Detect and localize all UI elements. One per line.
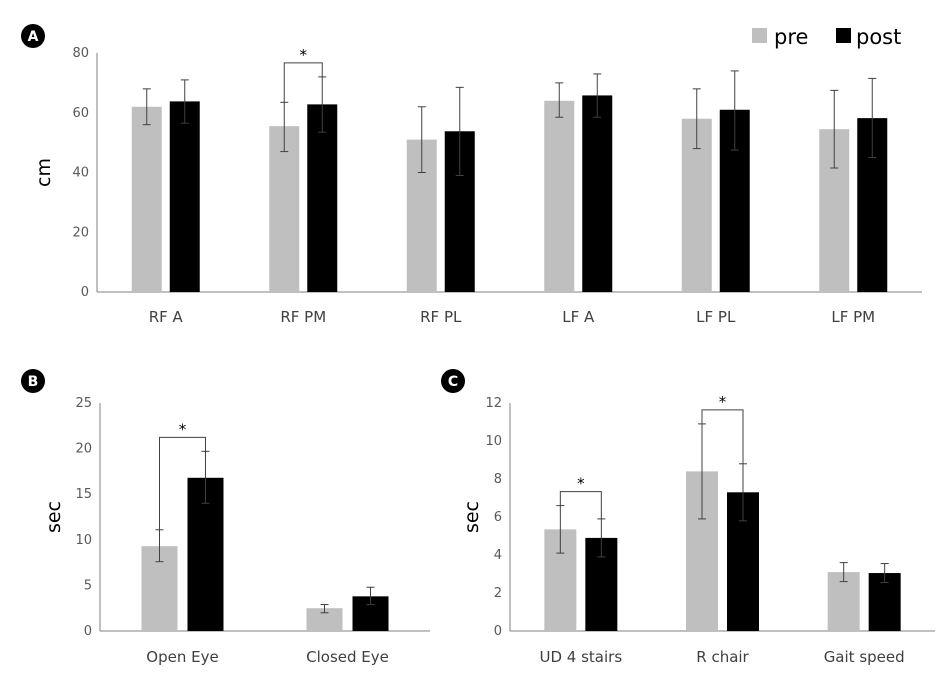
y-axis-label: cm [33, 158, 55, 187]
bar-pre [306, 608, 343, 631]
category-label: RF PM [280, 308, 326, 326]
y-tick-label: 20 [72, 225, 89, 240]
category-label: Closed Eye [306, 648, 389, 666]
category-label: R chair [696, 648, 749, 666]
y-tick-label: 2 [494, 586, 502, 601]
y-tick-label: 40 [72, 166, 89, 181]
panel-a: A pre post 0 20 40 60 80 cm RF A RF PM * RF PL LF … [21, 24, 922, 326]
y-tick-label: 0 [84, 624, 92, 639]
y-tick-label: 5 [84, 578, 92, 593]
panel-b-badge [21, 369, 45, 393]
significance-star: * [577, 475, 585, 493]
bar-post [169, 101, 200, 293]
panel-b-badge-label: B [28, 374, 39, 390]
y-tick-label: 0 [81, 285, 89, 300]
legend: pre post [752, 25, 901, 49]
y-tick-label: 4 [494, 548, 502, 563]
legend-swatch-pre [752, 28, 767, 43]
category-label: LF A [562, 308, 595, 326]
y-tick-label: 80 [72, 46, 89, 61]
y-tick-label: 60 [72, 106, 89, 121]
legend-label-post: post [856, 25, 901, 49]
category-label: LF PM [831, 308, 875, 326]
significance-bracket [559, 491, 602, 519]
significance-bracket [283, 62, 323, 103]
category-label: Open Eye [146, 648, 218, 666]
bar-post [307, 104, 338, 292]
y-tick-label: 10 [75, 533, 92, 548]
category-label: RF PL [420, 308, 462, 326]
panel-c-badge [441, 369, 465, 393]
y-axis-label: sec [461, 501, 483, 533]
legend-label-pre: pre [774, 25, 808, 49]
category-label: UD 4 stairs [540, 648, 623, 666]
bar-post [582, 95, 613, 292]
significance-star: * [300, 46, 308, 64]
panel-c: C 0 2 4 6 8 10 12 sec UD 4 stairs * R chair * Gait s… [441, 369, 935, 666]
y-tick-label: 6 [494, 510, 502, 525]
panel-b: B 0 5 10 15 20 25 sec Open Eye * Closed Eye [21, 369, 430, 666]
significance-star: * [719, 393, 727, 411]
y-tick-label: 12 [485, 396, 502, 411]
category-label: RF A [149, 308, 184, 326]
panel-c-badge-label: C [448, 374, 458, 390]
y-tick-label: 25 [75, 396, 92, 411]
panel-a-badge [21, 24, 45, 48]
panel-a-badge-label: A [28, 29, 39, 45]
significance-bracket [159, 436, 206, 530]
category-label: LF PL [696, 308, 736, 326]
category-label: Gait speed [824, 648, 905, 666]
y-tick-label: 8 [494, 472, 502, 487]
bar-pre [131, 106, 162, 293]
bar-pre [269, 126, 300, 292]
y-tick-label: 15 [75, 487, 92, 502]
y-axis-label: sec [43, 501, 65, 533]
bar-pre [544, 100, 575, 292]
legend-swatch-post [836, 28, 851, 43]
y-tick-label: 20 [75, 442, 92, 457]
y-tick-label: 0 [494, 624, 502, 639]
significance-star: * [179, 420, 187, 438]
significance-bracket [701, 409, 744, 464]
y-tick-label: 10 [485, 434, 502, 449]
